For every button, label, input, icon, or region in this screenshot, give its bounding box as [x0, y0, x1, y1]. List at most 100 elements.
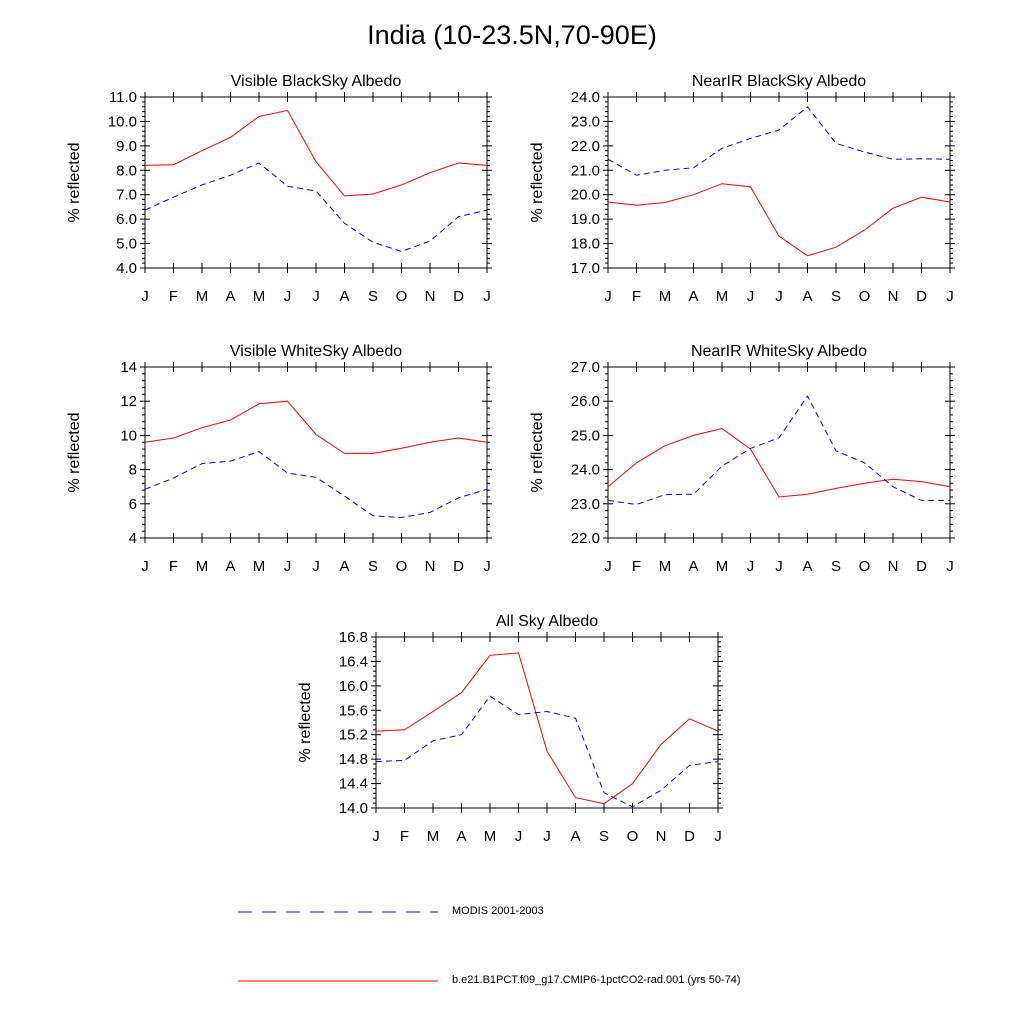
x-tick-label: N	[425, 558, 436, 575]
x-tick-label: O	[396, 288, 408, 305]
chart-title: NearIR BlackSky Albedo	[692, 73, 866, 90]
y-axis-label: % reflected	[529, 142, 546, 222]
y-tick-label: 24.0	[571, 89, 600, 106]
x-tick-label: M	[253, 558, 266, 575]
x-tick-label: F	[400, 828, 409, 845]
main-title: India (10-23.5N,70-90E)	[367, 20, 657, 50]
chart-panel: Visible WhiteSky Albedo % reflected 4 6 8 10 1…	[66, 343, 492, 575]
y-tick-label: 10.0	[108, 113, 137, 130]
y-tick-label: 4	[129, 530, 137, 547]
y-tick-label: 25.0	[571, 427, 600, 444]
x-tick-label: F	[632, 288, 641, 305]
x-tick-label: F	[169, 558, 178, 575]
x-tick-label: J	[775, 288, 783, 305]
x-tick-label: O	[396, 558, 408, 575]
x-tick-label: S	[368, 558, 378, 575]
x-tick-label: J	[284, 288, 292, 305]
x-tick-label: D	[684, 828, 695, 845]
y-axis-label: % reflected	[297, 682, 314, 762]
y-tick-label: 8.0	[116, 162, 137, 179]
y-tick-label: 6.0	[116, 211, 137, 228]
plot-frame	[607, 366, 951, 539]
x-tick-label: J	[747, 288, 755, 305]
x-tick-label: D	[916, 558, 927, 575]
plot-frame	[144, 366, 488, 539]
y-tick-label: 27.0	[571, 359, 600, 376]
x-tick-label: N	[425, 288, 436, 305]
x-tick-label: M	[716, 288, 729, 305]
y-tick-label: 14.0	[339, 800, 368, 817]
series-line-model	[375, 652, 719, 805]
x-tick-label: F	[632, 558, 641, 575]
y-tick-label: 19.0	[571, 211, 600, 228]
x-tick-label: A	[339, 288, 349, 305]
x-tick-label: M	[484, 828, 497, 845]
x-tick-label: A	[802, 288, 812, 305]
series-line-modis	[375, 695, 719, 808]
x-tick-label: J	[141, 288, 149, 305]
x-tick-label: A	[225, 558, 235, 575]
x-tick-label: S	[831, 558, 841, 575]
x-tick-label: S	[831, 288, 841, 305]
y-tick-label: 15.6	[339, 702, 368, 719]
y-tick-label: 7.0	[116, 187, 137, 204]
x-tick-label: N	[888, 558, 899, 575]
series-line-modis	[607, 106, 951, 176]
chart-panel: NearIR BlackSky Albedo % reflected 17.0 18.…	[529, 73, 955, 305]
y-axis-label: % reflected	[66, 142, 83, 222]
y-tick-label: 17.0	[571, 260, 600, 277]
y-tick-label: 8	[129, 462, 137, 479]
legend-line-model	[238, 980, 438, 982]
x-tick-label: A	[339, 558, 349, 575]
y-tick-label: 15.2	[339, 727, 368, 744]
y-axis-label: % reflected	[529, 412, 546, 492]
y-tick-label: 5.0	[116, 236, 137, 253]
x-tick-label: M	[427, 828, 440, 845]
y-tick-label: 20.0	[571, 187, 600, 204]
x-tick-label: A	[688, 288, 698, 305]
series-line-modis	[144, 162, 488, 252]
y-tick-label: 12	[120, 393, 137, 410]
x-tick-label: J	[775, 558, 783, 575]
x-tick-label: J	[946, 288, 954, 305]
x-tick-label: J	[604, 558, 612, 575]
y-tick-label: 22.0	[571, 138, 600, 155]
y-tick-label: 16.4	[339, 653, 368, 670]
series-line-modis	[607, 395, 950, 506]
y-tick-label: 14.4	[339, 776, 368, 793]
y-axis-label: % reflected	[66, 412, 83, 492]
x-tick-label: J	[141, 558, 149, 575]
x-tick-label: A	[688, 558, 698, 575]
chart-title: Visible BlackSky Albedo	[231, 73, 402, 90]
x-tick-label: N	[888, 288, 899, 305]
series-line-model	[607, 183, 951, 257]
y-tick-label: 11.0	[109, 89, 137, 106]
y-tick-label: 6	[129, 496, 137, 513]
x-tick-label: D	[453, 558, 464, 575]
x-tick-label: J	[946, 558, 954, 575]
y-tick-label: 23.0	[571, 113, 600, 130]
y-tick-label: 16.8	[339, 629, 368, 646]
series-line-model	[144, 400, 488, 454]
x-tick-label: J	[747, 558, 755, 575]
x-tick-label: A	[570, 828, 580, 845]
chart-panel: NearIR WhiteSky Albedo % reflected 22.0 23.…	[529, 343, 955, 575]
x-tick-label: J	[284, 558, 292, 575]
y-tick-label: 18.0	[571, 236, 600, 253]
y-tick-label: 14.8	[339, 751, 368, 768]
x-tick-label: M	[196, 558, 209, 575]
y-tick-label: 23.0	[571, 496, 600, 513]
x-tick-label: J	[515, 828, 523, 845]
x-tick-label: J	[714, 828, 722, 845]
chart-title: Visible WhiteSky Albedo	[230, 343, 402, 360]
x-tick-label: M	[196, 288, 209, 305]
plot-frame	[607, 96, 951, 269]
legend-label-modis: MODIS 2001-2003	[452, 905, 544, 917]
y-tick-label: 10	[120, 427, 137, 444]
series-line-modis	[144, 451, 488, 519]
x-tick-label: A	[456, 828, 466, 845]
x-tick-label: J	[372, 828, 380, 845]
x-tick-label: A	[802, 558, 812, 575]
x-tick-label: O	[859, 288, 871, 305]
